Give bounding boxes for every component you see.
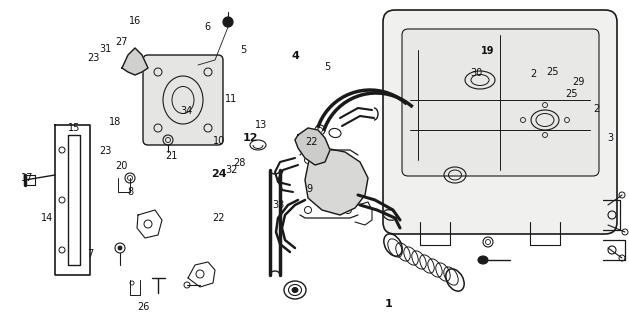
Polygon shape bbox=[122, 48, 148, 75]
Text: 18: 18 bbox=[109, 116, 121, 127]
Polygon shape bbox=[295, 128, 330, 165]
Text: 16: 16 bbox=[129, 16, 142, 26]
Circle shape bbox=[118, 246, 122, 250]
Text: 4: 4 bbox=[292, 51, 299, 61]
Text: 33: 33 bbox=[272, 200, 284, 210]
Text: 17: 17 bbox=[21, 172, 33, 183]
Text: 15: 15 bbox=[68, 123, 81, 133]
Text: 22: 22 bbox=[305, 137, 318, 148]
Text: 23: 23 bbox=[99, 146, 112, 156]
Text: 25: 25 bbox=[565, 89, 577, 100]
Text: 26: 26 bbox=[137, 302, 150, 312]
Text: 5: 5 bbox=[240, 44, 247, 55]
Text: 6: 6 bbox=[204, 22, 211, 32]
Text: 12: 12 bbox=[243, 132, 258, 143]
Text: 29: 29 bbox=[572, 76, 585, 87]
Text: 20: 20 bbox=[115, 161, 128, 171]
Text: 14: 14 bbox=[41, 212, 53, 223]
Ellipse shape bbox=[292, 287, 298, 292]
Polygon shape bbox=[305, 148, 368, 215]
FancyBboxPatch shape bbox=[143, 55, 223, 145]
Text: 5: 5 bbox=[324, 62, 330, 72]
Text: 31: 31 bbox=[99, 44, 112, 54]
Text: 11: 11 bbox=[225, 94, 237, 104]
FancyBboxPatch shape bbox=[402, 29, 599, 176]
Text: 1: 1 bbox=[385, 299, 392, 309]
Text: 2: 2 bbox=[530, 68, 537, 79]
FancyBboxPatch shape bbox=[383, 10, 617, 234]
Text: 7: 7 bbox=[87, 249, 93, 260]
Text: 2: 2 bbox=[593, 104, 599, 114]
Text: 23: 23 bbox=[87, 53, 99, 63]
Text: 21: 21 bbox=[165, 151, 178, 161]
Text: 8: 8 bbox=[128, 187, 134, 197]
Text: 19: 19 bbox=[481, 45, 494, 56]
Text: 25: 25 bbox=[546, 67, 559, 77]
Text: 13: 13 bbox=[255, 120, 267, 130]
Ellipse shape bbox=[478, 256, 488, 264]
Text: 27: 27 bbox=[115, 37, 128, 47]
Text: 3: 3 bbox=[607, 132, 613, 143]
Text: 34: 34 bbox=[181, 106, 193, 116]
Circle shape bbox=[223, 17, 233, 27]
Text: 30: 30 bbox=[470, 68, 483, 78]
Text: 28: 28 bbox=[233, 157, 245, 168]
Text: 10: 10 bbox=[213, 136, 225, 146]
Text: 22: 22 bbox=[213, 213, 225, 223]
Text: 9: 9 bbox=[306, 184, 313, 194]
Text: 32: 32 bbox=[225, 164, 238, 175]
Text: 24: 24 bbox=[211, 169, 226, 180]
